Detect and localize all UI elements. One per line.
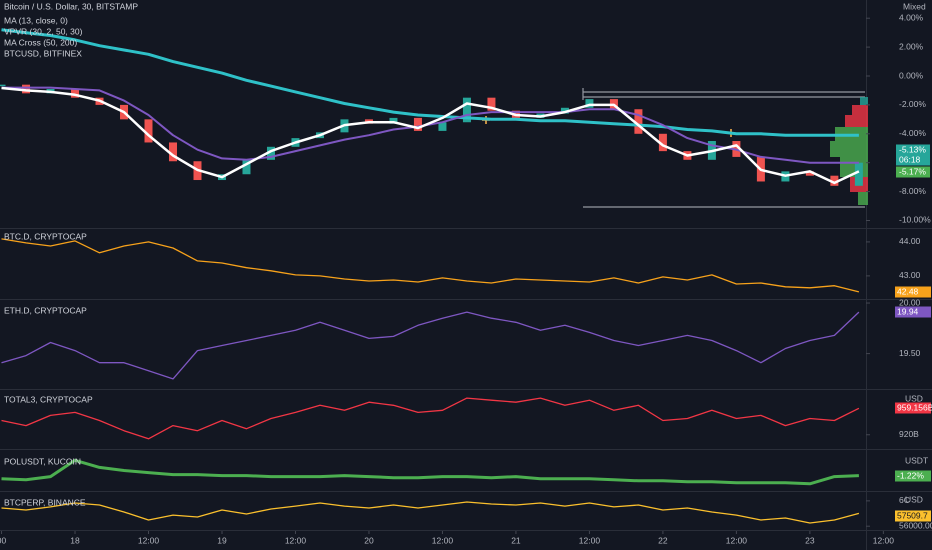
series-line — [1, 397, 860, 440]
series-line — [1, 86, 859, 164]
candle — [462, 97, 471, 123]
candle — [413, 117, 422, 131]
candle — [71, 89, 80, 98]
last-value-label: 42.48 — [897, 286, 919, 296]
price-badge-label: 06:18 — [899, 154, 921, 164]
legend-entry: MA (13, close, 0) — [4, 15, 68, 25]
price-badge — [896, 154, 930, 166]
unit-label: USD — [905, 393, 923, 403]
x-tick-label: 20 — [364, 535, 374, 545]
x-tick-label: 22 — [658, 535, 668, 545]
candle — [634, 109, 643, 134]
y-tick-label: 19.50 — [899, 348, 921, 358]
x-tick-label: 12:00 — [138, 535, 160, 545]
x-tick-label: 12:00 — [432, 535, 454, 545]
y-tick-label: 56000.00 — [899, 520, 932, 530]
y-tick-label: -8.00% — [899, 186, 926, 196]
candle — [585, 99, 594, 108]
candle — [22, 84, 31, 94]
pane-label: TOTAL3, CRYPTOCAP — [4, 394, 93, 404]
candle — [438, 122, 447, 131]
last-value-badge — [895, 510, 931, 522]
y-tick-label: 6C — [899, 495, 910, 505]
y-tick-label: 0.00% — [899, 70, 924, 80]
price-badge — [896, 166, 930, 178]
series-line — [1, 311, 860, 380]
legend-entry: BTCUSD, BITFINEX — [4, 48, 82, 58]
x-tick-label: 21 — [511, 535, 521, 545]
x-tick-label: 12:00 — [285, 535, 307, 545]
y-tick-label: 43.00 — [899, 270, 921, 280]
pane-label: POLUSDT, KUCOIN — [4, 456, 81, 466]
last-value-badge — [895, 306, 931, 318]
x-tick-label: 00 — [0, 535, 7, 545]
candle — [266, 146, 275, 160]
x-tick-label: 19 — [217, 535, 227, 545]
scale-mode: Mixed — [903, 1, 926, 11]
y-tick-label: -2.00% — [899, 99, 926, 109]
unit-label: USD — [905, 494, 923, 504]
chart-title: Bitcoin / U.S. Dollar, 30, BITSTAMP — [4, 1, 138, 11]
series-line — [1, 501, 860, 524]
x-tick-label: 23 — [805, 535, 815, 545]
legend-entry: VPVR (30, 2, 50, 30) — [4, 26, 83, 36]
last-value-label: 19.94 — [897, 306, 919, 316]
y-tick-label: 20.00 — [899, 297, 921, 307]
x-tick-label: 18 — [70, 535, 80, 545]
candle — [0, 84, 6, 87]
price-badge — [896, 144, 930, 156]
last-value-badge — [895, 402, 931, 414]
candle — [144, 119, 153, 143]
y-tick-label: 920B — [899, 429, 919, 439]
series-line — [1, 86, 860, 185]
last-value-badge — [895, 286, 931, 298]
series-line — [1, 458, 859, 486]
x-tick-label: 12:00 — [579, 535, 601, 545]
pane-label: BTCPERP, BINANCE — [4, 497, 86, 507]
y-tick-label: 4.00% — [899, 12, 924, 22]
series-line — [1, 28, 859, 137]
candle — [560, 107, 569, 114]
candle — [242, 159, 251, 175]
range-lines — [582, 88, 865, 208]
last-value-label: -1.22% — [897, 470, 924, 480]
pane-label: BTC.D, CRYPTOCAP — [4, 231, 87, 241]
pane-label: ETH.D, CRYPTOCAP — [4, 305, 87, 315]
last-value-label: 959.156B — [897, 402, 932, 412]
x-tick-label: 12:00 — [873, 535, 895, 545]
price-badge-label: -5.17% — [899, 166, 926, 176]
candle — [854, 162, 863, 186]
y-tick-label: 2.00% — [899, 41, 924, 51]
candle — [805, 171, 814, 176]
x-tick-label: 12:00 — [726, 535, 748, 545]
last-value-label: 57509.7 — [897, 510, 928, 520]
series-line — [1, 238, 860, 293]
unit-label: USDT — [905, 455, 928, 465]
y-tick-label: -10.00% — [899, 215, 931, 225]
y-tick-label: -4.00% — [899, 128, 926, 138]
legend-entry: MA Cross (50, 200) — [4, 37, 77, 47]
candle — [830, 175, 839, 186]
candle — [169, 142, 177, 162]
y-tick-label: 44.00 — [899, 236, 921, 246]
last-value-badge — [895, 470, 931, 482]
candle — [487, 97, 496, 111]
price-badge-label: -5.13% — [899, 144, 926, 154]
candle — [658, 133, 667, 152]
candle — [389, 117, 398, 124]
